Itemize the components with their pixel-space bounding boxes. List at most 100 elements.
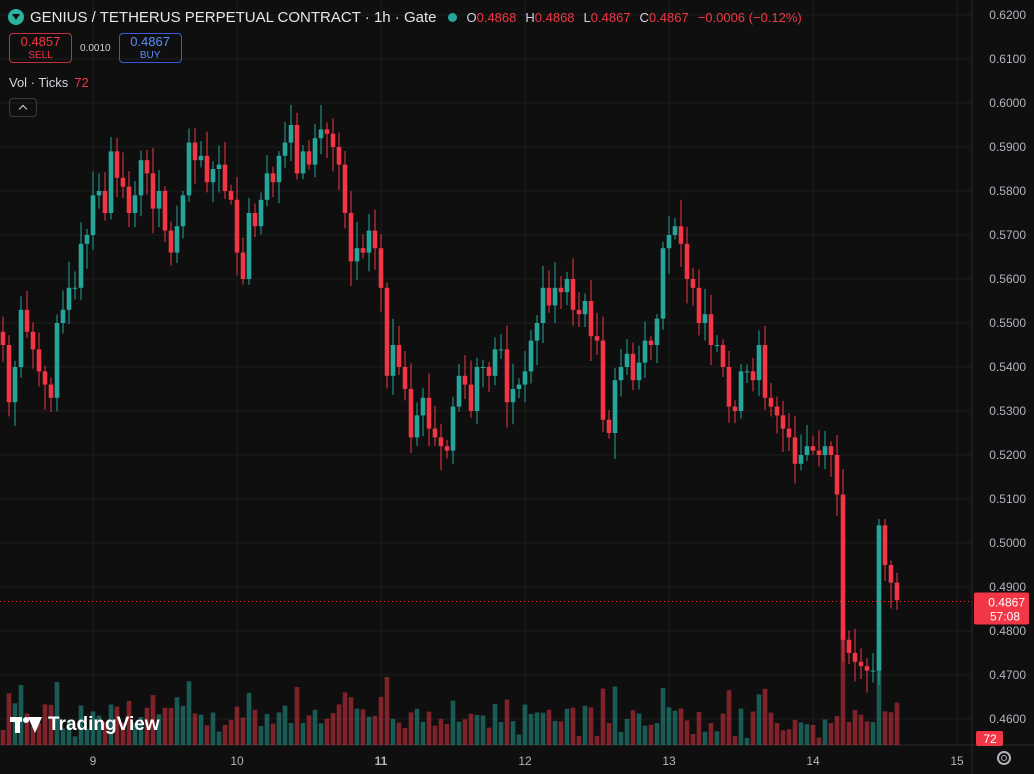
volume-bar [750, 711, 756, 745]
candle-body [84, 235, 90, 244]
volume-bar [486, 727, 492, 745]
volume-bar [294, 687, 300, 745]
volume-value: 72 [74, 75, 89, 90]
candle-body [246, 213, 252, 279]
symbol-title[interactable]: GENIUS / TETHERUS PERPETUAL CONTRACT · 1… [30, 8, 437, 26]
volume-bar [102, 721, 108, 745]
buy-label: BUY [139, 50, 161, 61]
candle-body [432, 428, 438, 438]
candle-body [150, 173, 156, 209]
volume-bar [120, 722, 126, 745]
countdown-label: 57:08 [990, 610, 1020, 624]
genius-logo-icon [8, 9, 24, 25]
price-tick-label: 0.5900 [989, 140, 1026, 154]
price-tick-label: 0.4900 [989, 580, 1026, 594]
volume-bar [528, 713, 534, 745]
price-tick-label: 0.5800 [989, 184, 1026, 198]
volume-bar [552, 720, 558, 745]
volume-bar [582, 705, 588, 745]
volume-bar [612, 686, 618, 745]
volume-bar [834, 715, 840, 745]
candle-body [468, 384, 474, 411]
candle-body [126, 186, 132, 213]
volume-bar [264, 713, 270, 745]
candle-body [750, 371, 756, 381]
candle-body [438, 437, 444, 447]
volume-bar [132, 723, 138, 745]
candle-body [240, 252, 246, 279]
volume-bar [576, 735, 582, 745]
volume-bar [96, 715, 102, 745]
candle-body [408, 389, 414, 438]
settings-gear-icon[interactable] [997, 751, 1011, 765]
spread-value: 0.0010 [80, 42, 111, 54]
price-tick-label: 0.5100 [989, 492, 1026, 506]
volume-bar [342, 692, 348, 745]
candle-body [360, 248, 366, 253]
volume-bar [594, 735, 600, 745]
candle-body [456, 375, 462, 407]
buy-button[interactable]: 0.4867 BUY [118, 33, 182, 63]
price-tick-label: 0.5400 [989, 360, 1026, 374]
candle-body [720, 345, 726, 367]
candle-body [216, 164, 222, 169]
candle-body [384, 287, 390, 376]
volume-bar [648, 724, 654, 745]
volume-bar [810, 724, 816, 745]
volume-bar [390, 718, 396, 745]
candle-body [138, 160, 144, 196]
candle-body [6, 345, 12, 403]
candle-body [336, 147, 342, 165]
candle-body [390, 345, 396, 376]
candle-body [894, 582, 900, 601]
price-tick-label: 0.5200 [989, 448, 1026, 462]
candle-body [774, 406, 780, 416]
volume-bar [336, 704, 342, 745]
candle-body [606, 419, 612, 433]
candle-body [288, 125, 294, 143]
trade-panel: 0.4857 SELL 0.0010 0.4867 BUY [9, 33, 182, 63]
candle-body [624, 353, 630, 367]
candle-body [834, 455, 840, 495]
volume-bar [258, 725, 264, 745]
candle-body [810, 446, 816, 451]
volume-bar [432, 725, 438, 745]
sell-button[interactable]: 0.4857 SELL [9, 33, 72, 63]
last-price-tag [974, 592, 1029, 625]
volume-bar [408, 712, 414, 745]
candle-body [96, 191, 102, 196]
price-tick-label: 0.5300 [989, 404, 1026, 418]
volume-bar [828, 723, 834, 745]
volume-bar [240, 717, 246, 745]
candle-body [444, 446, 450, 451]
candle-body [540, 287, 546, 323]
chart-header: GENIUS / TETHERUS PERPETUAL CONTRACT · 1… [8, 6, 802, 28]
candle-body [114, 151, 120, 178]
candle-body [498, 349, 504, 351]
candle-body [228, 191, 234, 200]
volume-bar [24, 713, 30, 745]
candle-body [516, 384, 522, 389]
time-tick-label: 10 [230, 754, 244, 768]
volume-legend[interactable]: Vol · Ticks 72 [9, 75, 89, 90]
volume-bar [654, 723, 660, 745]
candle-body [348, 213, 354, 262]
volume-last-label: 72 [983, 732, 997, 746]
tradingview-logo[interactable]: TradingView [10, 714, 160, 736]
volume-bar [150, 695, 156, 745]
volume-bar [306, 715, 312, 745]
volume-bar [204, 725, 210, 745]
candle-body [858, 661, 864, 667]
candle-body [666, 235, 672, 249]
tradingview-text: TradingView [48, 714, 160, 735]
volume-bar [270, 723, 276, 745]
collapse-legend-button[interactable] [9, 98, 37, 117]
candle-body [528, 340, 534, 372]
candle-body [630, 353, 636, 381]
volume-bar [426, 711, 432, 745]
candle-body [276, 155, 282, 183]
volume-bar [630, 710, 636, 745]
time-tick-label: 15 [950, 754, 964, 768]
volume-bar [540, 712, 546, 745]
